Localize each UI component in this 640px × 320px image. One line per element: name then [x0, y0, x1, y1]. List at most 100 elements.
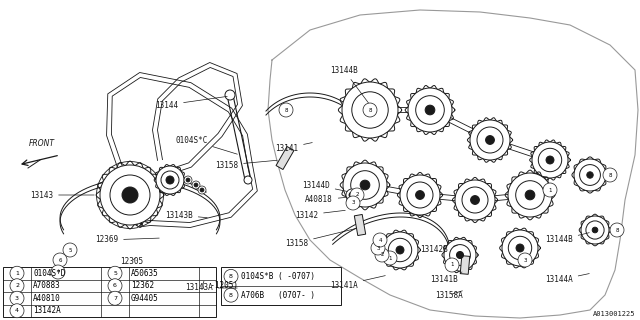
Text: 3: 3 — [376, 245, 380, 251]
Circle shape — [587, 172, 593, 178]
Circle shape — [546, 156, 554, 164]
Circle shape — [100, 165, 160, 225]
Circle shape — [156, 166, 184, 194]
Circle shape — [470, 120, 510, 160]
Circle shape — [53, 253, 67, 267]
Circle shape — [352, 92, 388, 128]
Bar — [276, 147, 294, 170]
Circle shape — [592, 227, 598, 233]
Circle shape — [581, 216, 609, 244]
Circle shape — [244, 176, 252, 184]
Text: A40810: A40810 — [33, 294, 61, 303]
Circle shape — [279, 103, 293, 117]
Circle shape — [363, 103, 377, 117]
Circle shape — [462, 187, 488, 213]
Circle shape — [346, 196, 360, 210]
Circle shape — [450, 244, 470, 265]
Text: 13158: 13158 — [215, 160, 277, 170]
Circle shape — [51, 265, 65, 279]
Circle shape — [486, 136, 495, 144]
Text: 3: 3 — [351, 201, 355, 205]
Circle shape — [10, 304, 24, 318]
Text: 2: 2 — [15, 283, 19, 288]
Text: 13143A: 13143A — [185, 284, 237, 292]
Circle shape — [508, 173, 552, 217]
Circle shape — [518, 253, 532, 267]
Bar — [355, 214, 365, 236]
Text: A40818: A40818 — [305, 196, 348, 204]
Text: 1: 1 — [388, 255, 392, 260]
Bar — [460, 256, 470, 274]
Text: 13142B: 13142B — [420, 245, 457, 254]
Text: 0104S*D: 0104S*D — [33, 269, 65, 278]
Circle shape — [538, 148, 562, 172]
Circle shape — [63, 243, 77, 257]
Circle shape — [225, 90, 235, 100]
Circle shape — [502, 230, 538, 266]
Text: 5: 5 — [113, 271, 117, 276]
Circle shape — [455, 180, 495, 220]
Text: 0104S*B ( -0707): 0104S*B ( -0707) — [241, 272, 315, 281]
Circle shape — [346, 189, 358, 201]
Text: 13141B: 13141B — [430, 272, 462, 284]
Circle shape — [525, 190, 535, 200]
Circle shape — [375, 248, 389, 262]
Circle shape — [364, 104, 376, 116]
Circle shape — [382, 232, 418, 268]
Circle shape — [574, 159, 606, 191]
Circle shape — [342, 82, 398, 138]
Circle shape — [444, 239, 476, 271]
Text: 13143B: 13143B — [165, 211, 207, 220]
Text: 13144A: 13144A — [545, 274, 589, 284]
Text: 13144B: 13144B — [545, 233, 589, 244]
Circle shape — [161, 171, 179, 189]
Circle shape — [477, 127, 503, 153]
Circle shape — [10, 266, 24, 280]
Circle shape — [445, 258, 459, 272]
Circle shape — [383, 251, 397, 265]
Text: 13141A: 13141A — [330, 276, 385, 290]
Text: A70883: A70883 — [33, 281, 61, 290]
Circle shape — [166, 176, 174, 184]
Text: 8: 8 — [608, 172, 612, 178]
Text: 3: 3 — [15, 296, 19, 301]
Text: 7: 7 — [113, 296, 117, 301]
Text: FRONT: FRONT — [29, 139, 55, 148]
Text: 3: 3 — [524, 258, 527, 262]
Circle shape — [108, 266, 122, 280]
Circle shape — [425, 105, 435, 115]
Text: 13158: 13158 — [285, 229, 355, 247]
Circle shape — [508, 236, 532, 260]
Circle shape — [351, 171, 380, 199]
Circle shape — [10, 279, 24, 293]
Circle shape — [470, 196, 479, 204]
Text: 8: 8 — [368, 108, 372, 113]
Circle shape — [543, 183, 557, 197]
Circle shape — [407, 182, 433, 208]
Circle shape — [192, 181, 200, 189]
Text: 4: 4 — [378, 237, 381, 243]
Text: 13142: 13142 — [295, 210, 345, 220]
Text: 0104S*C: 0104S*C — [175, 135, 237, 154]
Circle shape — [194, 183, 198, 187]
Text: 13143: 13143 — [30, 190, 94, 199]
Text: 1: 1 — [15, 271, 19, 276]
Text: 12305: 12305 — [120, 258, 143, 267]
Text: 13144: 13144 — [155, 96, 227, 109]
Circle shape — [396, 246, 404, 254]
Text: 13142A: 13142A — [33, 306, 61, 315]
Text: 1: 1 — [451, 262, 454, 268]
Text: A706B   (0707- ): A706B (0707- ) — [241, 291, 315, 300]
Circle shape — [350, 188, 364, 202]
Text: A50635: A50635 — [131, 269, 159, 278]
Text: 1: 1 — [548, 188, 552, 193]
Bar — [221, 267, 341, 305]
Text: 13158A: 13158A — [435, 291, 463, 300]
Circle shape — [198, 186, 206, 194]
Circle shape — [343, 163, 387, 207]
Text: 13141: 13141 — [275, 143, 312, 153]
Text: A013001225: A013001225 — [593, 311, 635, 317]
Text: 6: 6 — [58, 258, 61, 262]
Circle shape — [373, 233, 387, 247]
Text: 12362: 12362 — [131, 281, 154, 290]
